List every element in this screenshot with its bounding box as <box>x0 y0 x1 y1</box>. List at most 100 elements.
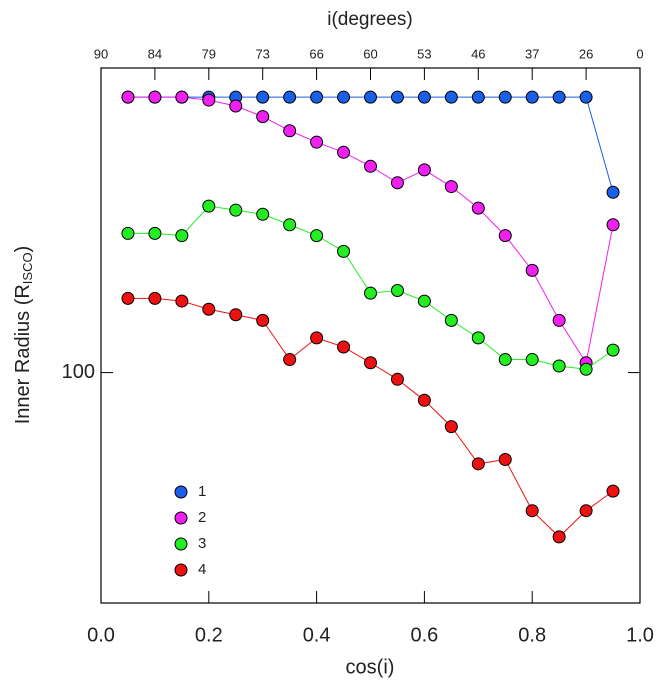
series-line <box>127 96 614 365</box>
x2-tick-label: 0 <box>636 46 643 61</box>
x-tick-label: 1.0 <box>626 624 654 646</box>
y-label-end: ) <box>12 246 34 253</box>
data-point <box>444 180 458 194</box>
x2-tick-label: 26 <box>579 46 593 61</box>
data-point <box>175 229 189 243</box>
data-point <box>364 159 377 173</box>
data-point <box>175 294 189 308</box>
legend-label: 1 <box>198 483 206 500</box>
x2-tick-label: 90 <box>94 46 108 61</box>
data-point <box>417 393 431 407</box>
legend-label: 2 <box>198 509 206 526</box>
data-point <box>606 484 620 498</box>
data-point <box>148 291 162 305</box>
data-point <box>444 420 458 434</box>
x2-axis-label: i(degrees) <box>327 9 413 30</box>
legend-marker <box>174 563 188 577</box>
data-point <box>390 90 404 104</box>
data-point <box>364 356 377 370</box>
data-point <box>579 362 593 376</box>
data-point <box>283 90 297 104</box>
data-point <box>121 291 135 305</box>
data-point <box>337 244 351 258</box>
data-point <box>444 90 458 104</box>
data-point <box>148 90 162 104</box>
data-point <box>256 110 270 124</box>
data-point <box>417 163 431 177</box>
data-point <box>310 331 324 345</box>
data-point <box>471 201 485 215</box>
x2-tick-label: 53 <box>417 46 431 61</box>
x-tick-label: 0.6 <box>410 624 438 646</box>
data-point <box>229 203 243 217</box>
y-label-sub: ISCO <box>20 252 35 284</box>
data-point <box>256 313 270 327</box>
data-point <box>525 504 539 518</box>
data-point <box>552 530 566 544</box>
y-axis-label: Inner Radius (RISCO) <box>12 246 35 425</box>
x-tick-label: 0.4 <box>303 624 331 646</box>
x-tick-label: 0.2 <box>195 624 223 646</box>
data-point <box>525 353 539 367</box>
data-point <box>471 331 485 345</box>
data-point <box>283 218 297 232</box>
data-point <box>552 90 566 104</box>
x-axis-label: cos(i) <box>346 656 395 678</box>
data-point <box>390 176 404 190</box>
data-point <box>364 286 377 300</box>
data-point <box>552 359 566 373</box>
data-point <box>148 226 162 240</box>
data-point <box>471 90 485 104</box>
data-point <box>390 372 404 386</box>
legend-marker <box>174 485 188 499</box>
data-point <box>525 263 539 277</box>
data-point <box>202 302 216 316</box>
data-point <box>579 504 593 518</box>
legend-marker <box>174 537 188 551</box>
data-point <box>337 340 351 354</box>
data-point <box>175 90 189 104</box>
series-line <box>127 297 614 538</box>
x2-tick-label: 37 <box>525 46 539 61</box>
data-point <box>606 218 620 232</box>
data-point <box>552 313 566 327</box>
x-tick-label: 0.0 <box>87 624 115 646</box>
x2-tick-label: 79 <box>202 46 216 61</box>
x2-tick-label: 73 <box>255 46 269 61</box>
data-point <box>337 145 351 159</box>
data-point <box>444 313 458 327</box>
data-point <box>471 457 485 471</box>
data-point <box>417 90 431 104</box>
data-point <box>498 353 512 367</box>
x2-tick-label: 66 <box>309 46 323 61</box>
data-point <box>498 229 512 243</box>
data-point <box>229 99 243 113</box>
data-point <box>417 294 431 308</box>
data-point <box>364 90 377 104</box>
data-point <box>283 353 297 367</box>
data-point <box>498 452 512 466</box>
data-point <box>390 284 404 298</box>
data-point <box>498 90 512 104</box>
y-label-text: Inner Radius (R <box>12 284 34 424</box>
data-point <box>579 90 593 104</box>
data-point <box>202 93 216 107</box>
data-point <box>121 226 135 240</box>
data-point <box>606 185 620 199</box>
series-line <box>127 96 614 193</box>
x-tick-label: 0.8 <box>518 624 546 646</box>
data-point <box>310 229 324 243</box>
data-point <box>283 124 297 138</box>
x2-tick-label: 60 <box>363 46 377 61</box>
x2-tick-label: 84 <box>148 46 162 61</box>
data-point <box>229 308 243 322</box>
data-point <box>256 90 270 104</box>
data-point <box>337 90 351 104</box>
data-point <box>202 199 216 213</box>
data-point <box>310 135 324 149</box>
data-point <box>310 90 324 104</box>
x2-tick-label: 46 <box>471 46 485 61</box>
y-tick-label: 100 <box>62 361 95 383</box>
data-point <box>121 90 135 104</box>
